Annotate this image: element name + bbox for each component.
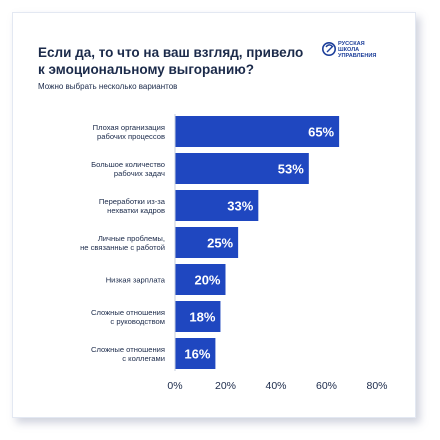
category-label-6: Сложные отношения с руководством [91,308,165,326]
bar-7 [175,338,216,369]
x-tick-label-80: 80% [366,380,387,392]
category-label-7: Сложные отношения с коллегами [91,345,165,363]
bar-6 [175,301,221,332]
x-tick-label-20: 20% [215,380,236,392]
bar-4 [175,227,239,258]
bar-1 [175,116,340,147]
chart-subtitle: Можно выбрать несколько вариантов [38,82,178,91]
bar-2 [175,153,309,184]
x-tick-label-40: 40% [265,380,286,392]
category-label-2: Большое количество рабочих задач [91,160,165,178]
bar-value-label-6: 18% [189,310,215,325]
x-tick-label-60: 60% [316,380,337,392]
brand-logo: РУССКАЯ ШКОЛА УПРАВЛЕНИЯ [322,40,394,72]
bar-3 [175,190,259,221]
x-tick-label-0: 0% [167,380,182,392]
category-label-3: Переработки из-за нехватки кадров [99,197,166,215]
logo-emblem-icon [322,42,336,56]
bar-5 [175,264,226,295]
logo-line-1: РУССКАЯ [338,41,365,47]
bar-value-label-3: 33% [227,199,253,214]
bar-value-label-2: 53% [278,162,304,177]
chart-title: Если да, то что на ваш взгляд, привело к… [38,45,304,77]
category-label-5: Низкая зарплата [106,276,166,285]
category-label-1: Плохая организация рабочих процессов [93,123,165,141]
logo-line-3: УПРАВЛЕНИЯ [338,53,377,60]
category-label-4: Личные проблемы, не связанные с работой [80,234,165,252]
bar-value-label-4: 25% [207,236,233,251]
bar-value-label-1: 65% [308,125,334,140]
bar-value-label-7: 16% [184,347,210,362]
bar-value-label-5: 20% [194,273,220,288]
logo-line-2: ШКОЛА [338,47,360,54]
